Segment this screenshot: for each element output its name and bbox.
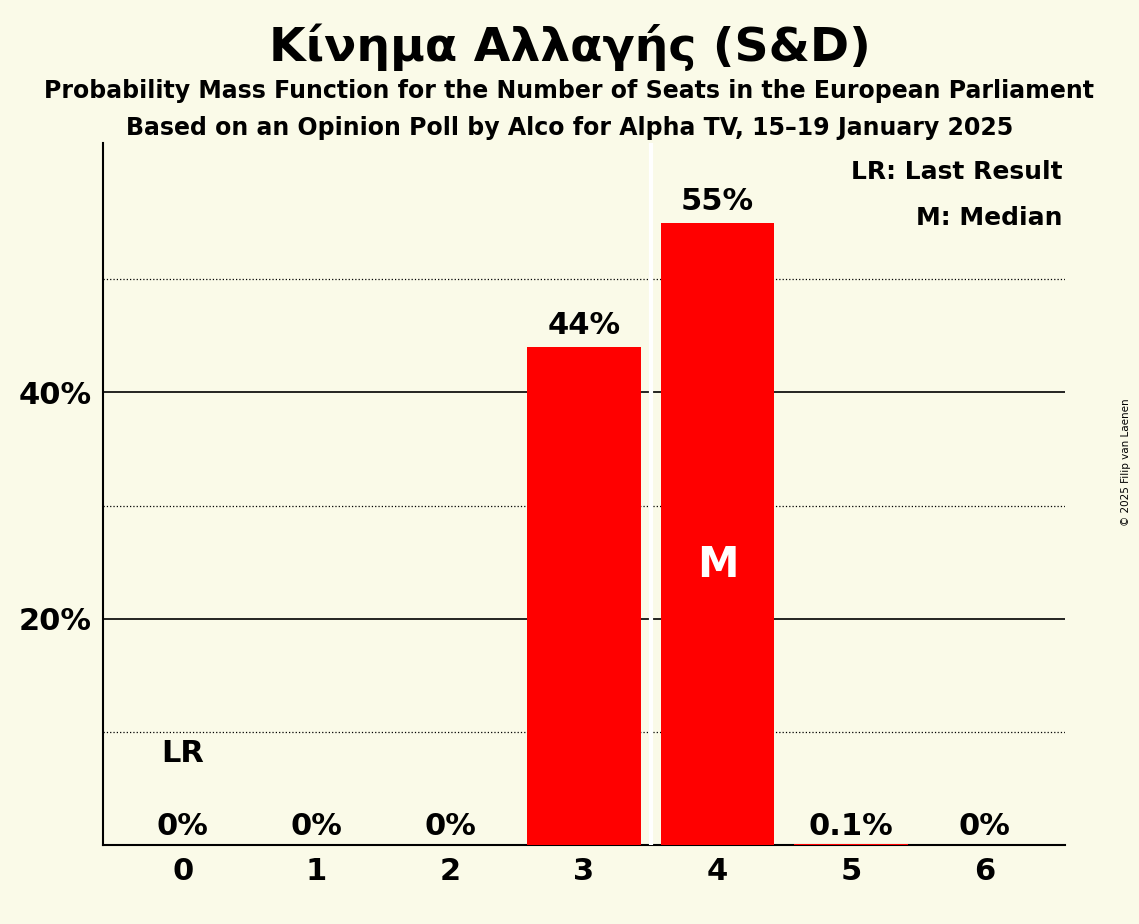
Text: 0%: 0% — [424, 812, 476, 841]
Text: 44%: 44% — [547, 311, 621, 340]
Text: 55%: 55% — [681, 187, 754, 215]
Text: 0%: 0% — [290, 812, 343, 841]
Text: Κίνημα Αλλαγής (S&D): Κίνημα Αλλαγής (S&D) — [269, 23, 870, 70]
Text: 0%: 0% — [959, 812, 1010, 841]
Text: M: Median: M: Median — [916, 205, 1063, 229]
Text: M: M — [697, 544, 738, 586]
Text: LR: Last Result: LR: Last Result — [851, 160, 1063, 184]
Bar — [661, 223, 775, 845]
Text: © 2025 Filip van Laenen: © 2025 Filip van Laenen — [1121, 398, 1131, 526]
Bar — [527, 347, 640, 845]
Text: 0.1%: 0.1% — [809, 812, 893, 841]
Text: Based on an Opinion Poll by Alco for Alpha TV, 15–19 January 2025: Based on an Opinion Poll by Alco for Alp… — [126, 116, 1013, 140]
Text: LR: LR — [162, 739, 204, 769]
Text: 0%: 0% — [157, 812, 208, 841]
Text: Probability Mass Function for the Number of Seats in the European Parliament: Probability Mass Function for the Number… — [44, 79, 1095, 103]
